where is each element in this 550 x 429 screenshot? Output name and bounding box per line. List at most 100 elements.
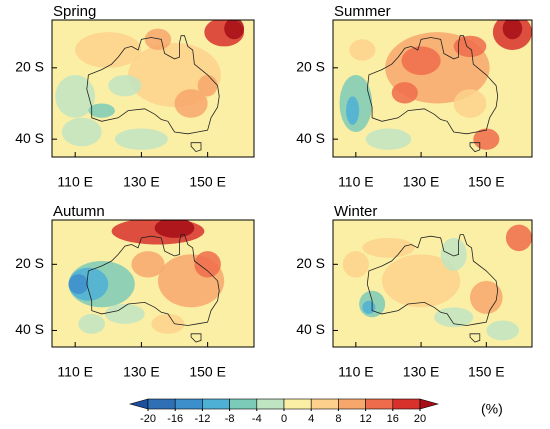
colorbar-band — [229, 398, 258, 410]
x-tick-label: 150 E — [189, 174, 226, 190]
x-tick-label: 150 E — [189, 364, 226, 380]
x-tick-label: 130 E — [403, 364, 440, 380]
colorbar-tick-label: -20 — [140, 413, 156, 425]
field-patch — [55, 74, 96, 118]
field-patch — [434, 307, 474, 328]
colorbar-band — [283, 398, 312, 410]
x-tick-label: 130 E — [403, 174, 440, 190]
colorbar-tick-label: 12 — [359, 413, 371, 425]
panel-title: Summer — [334, 3, 391, 20]
colorbar-band — [365, 398, 394, 410]
colorbar-tick-label: -12 — [194, 413, 210, 425]
x-tick-label: 130 E — [123, 364, 160, 380]
field-patch — [128, 42, 221, 108]
field-patch — [104, 304, 145, 324]
field-patch — [440, 237, 467, 271]
field-patch — [108, 74, 142, 97]
field-patch — [174, 89, 208, 118]
field-patch — [194, 251, 221, 278]
panel-title: Spring — [53, 3, 96, 20]
map-panel — [333, 20, 532, 157]
field-patch — [391, 82, 418, 104]
colorbar-band — [202, 398, 230, 410]
colorbar-band — [147, 398, 176, 410]
x-tick-label: 110 E — [57, 364, 93, 380]
field-patch — [365, 128, 412, 150]
field-patch — [151, 313, 185, 334]
field-patch — [131, 251, 165, 278]
map-frame — [51, 19, 255, 158]
field-patch — [114, 128, 168, 150]
field-patch — [453, 89, 487, 118]
y-tick-label: 20 S — [15, 59, 44, 75]
map-frame — [332, 19, 533, 158]
field-patch — [88, 103, 115, 118]
coastline — [190, 142, 202, 153]
coastline — [190, 333, 202, 343]
x-tick-label: 110 E — [338, 364, 374, 380]
field-patch — [502, 20, 523, 40]
field-patch — [346, 96, 360, 125]
field-patch — [453, 35, 487, 58]
y-tick-label: 40 S — [296, 321, 325, 337]
field-patch — [224, 20, 245, 40]
coastline — [469, 333, 481, 343]
colorbar-tick-label: 4 — [308, 413, 314, 425]
map-panel — [52, 220, 254, 347]
field-patch — [362, 237, 415, 258]
y-tick-label: 40 S — [15, 130, 44, 146]
colorbar-band — [174, 398, 203, 410]
field-patch — [505, 224, 532, 252]
x-tick-label: 150 E — [468, 174, 505, 190]
colorbar-tick-label: -4 — [252, 413, 262, 425]
colorbar-tick-label: -8 — [225, 413, 235, 425]
map-frame — [332, 219, 533, 348]
colorbar-tick-label: 16 — [387, 413, 399, 425]
x-tick-label: 110 E — [338, 174, 374, 190]
panel-title: Winter — [334, 203, 377, 220]
y-tick-label: 40 S — [15, 321, 44, 337]
colorbar-unit: (%) — [481, 401, 503, 417]
coastline — [469, 142, 481, 153]
coastline — [86, 35, 220, 135]
y-tick-label: 40 S — [296, 130, 325, 146]
colorbar-extend-high — [419, 398, 440, 410]
coastline — [86, 234, 220, 326]
field-patch — [144, 28, 172, 50]
x-tick-label: 110 E — [57, 174, 93, 190]
y-tick-label: 20 S — [296, 59, 325, 75]
colorbar-tick-label: 0 — [281, 413, 287, 425]
x-tick-label: 130 E — [123, 174, 160, 190]
colorbar-tick-label: 8 — [335, 413, 341, 425]
y-tick-label: 20 S — [296, 255, 325, 271]
panel-title: Autumn — [53, 203, 105, 220]
coastline — [366, 234, 499, 326]
field-patch — [362, 300, 376, 314]
field-patch — [381, 254, 461, 308]
map-panel — [52, 20, 254, 157]
coastline — [366, 35, 499, 135]
colorbar-band — [310, 398, 339, 410]
field-patch — [401, 46, 441, 75]
x-tick-label: 150 E — [468, 364, 505, 380]
field-patch — [154, 220, 195, 238]
field-patch — [349, 39, 376, 61]
field-patch — [78, 313, 105, 334]
colorbar-tick-label: -16 — [167, 413, 183, 425]
colorbar-tick-label: 20 — [414, 413, 426, 425]
field-patch — [75, 32, 142, 68]
colorbar-extend-low — [128, 398, 149, 410]
map-frame — [51, 219, 255, 348]
field-patch — [342, 251, 369, 278]
field-patch — [197, 74, 218, 97]
colorbar-band — [256, 398, 285, 410]
field-patch — [61, 117, 102, 147]
field-patch — [68, 274, 89, 295]
colorbar-band — [392, 398, 421, 410]
field-patch — [470, 280, 503, 314]
y-tick-label: 20 S — [15, 255, 44, 271]
field-patch — [486, 320, 519, 341]
map-panel — [333, 220, 532, 347]
colorbar-band — [338, 398, 366, 410]
